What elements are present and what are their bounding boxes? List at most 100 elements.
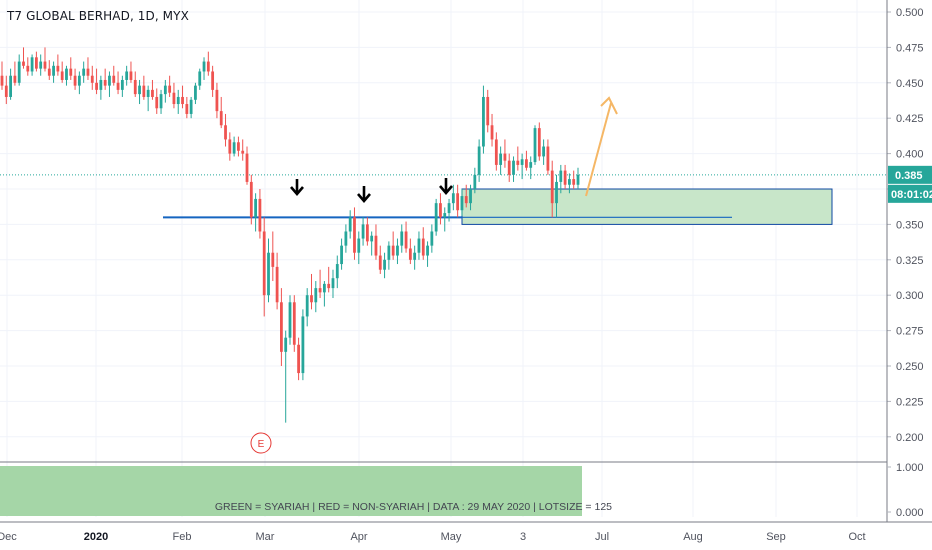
candle-body	[224, 125, 227, 140]
candle-body	[494, 139, 498, 165]
candle-down	[69, 57, 73, 80]
candle-body	[357, 238, 361, 253]
candle-up	[120, 75, 124, 97]
candle-body	[563, 170, 567, 185]
candle-body	[473, 174, 477, 189]
chart-title: T7 GLOBAL BERHAD, 1D, MYX	[7, 9, 189, 23]
candle-down	[262, 217, 266, 317]
candle-body	[477, 146, 481, 175]
candle-body	[146, 89, 150, 97]
candle-down	[22, 47, 25, 69]
candle-up	[413, 245, 417, 270]
candle-body	[408, 248, 412, 260]
candle-up	[189, 96, 193, 119]
candle-body	[439, 203, 442, 218]
candle-up	[576, 167, 580, 189]
candle-up	[499, 146, 503, 175]
candle-up	[125, 65, 129, 86]
candle-up	[451, 184, 455, 211]
candle-body	[95, 82, 98, 90]
candle-down	[275, 252, 279, 310]
candle-body	[348, 217, 352, 232]
candle-body	[396, 245, 399, 256]
x-tick-label: Oct	[848, 531, 865, 543]
candle-up	[163, 79, 167, 103]
candle-up	[370, 231, 374, 256]
candle-down	[378, 245, 382, 274]
grid	[0, 0, 887, 517]
candle-body	[572, 179, 576, 185]
candle-body	[99, 79, 103, 90]
candle-body	[0, 75, 4, 86]
candle-body	[176, 96, 180, 105]
candle-body	[387, 245, 391, 260]
candle-body	[391, 245, 395, 256]
candle-up	[194, 82, 197, 105]
candle-body	[129, 71, 133, 80]
candle-body	[499, 153, 503, 165]
candle-up	[533, 125, 537, 165]
candle-body	[550, 170, 554, 204]
candle-body	[185, 104, 189, 114]
syariah-bar	[0, 466, 582, 516]
candle-body	[65, 68, 68, 80]
candle-body	[374, 235, 378, 256]
candle-body	[73, 75, 77, 86]
candle-body	[297, 344, 300, 374]
candle-body	[142, 85, 146, 97]
candle-body	[555, 181, 558, 204]
down-arrow-icon	[439, 178, 453, 195]
candle-body	[125, 71, 129, 80]
candle-up	[39, 54, 43, 76]
earnings-marker: E	[250, 432, 272, 454]
candle-down	[271, 231, 275, 282]
candle-down	[490, 113, 494, 147]
price-tag-countdown: 08:01:02	[891, 189, 932, 201]
x-tick-label: Mar	[256, 531, 275, 543]
y-tick-label: 0.400	[896, 149, 924, 161]
candle-body	[464, 196, 468, 204]
candle-down	[516, 146, 520, 171]
candle-body	[60, 71, 64, 80]
x-tick-label: Aug	[683, 531, 703, 543]
down-arrow-icon	[357, 186, 371, 203]
candle-down	[133, 71, 137, 97]
candle-up	[65, 65, 68, 86]
candle-down	[280, 288, 283, 366]
candle-body	[486, 96, 490, 126]
candle-down	[245, 146, 249, 185]
candle-up	[559, 164, 563, 194]
candle-body	[56, 65, 60, 72]
candle-down	[228, 132, 232, 161]
candle-body	[576, 174, 580, 185]
candle-body	[133, 79, 137, 95]
candle-body	[288, 302, 292, 338]
candle-down	[292, 295, 296, 352]
candle-up	[426, 241, 429, 267]
candle-down	[4, 75, 8, 105]
candle-body	[215, 89, 219, 112]
candle-up	[512, 156, 515, 182]
x-tick-label: 2020	[84, 531, 108, 543]
candle-down	[503, 139, 507, 168]
candle-body	[245, 153, 249, 182]
candle-up	[529, 156, 533, 180]
candle-down	[90, 65, 94, 90]
candle-body	[39, 61, 43, 69]
candle-down	[103, 68, 107, 90]
candle-up	[267, 238, 270, 303]
candle-body	[211, 71, 215, 90]
candle-down	[73, 68, 77, 90]
candle-down	[572, 170, 576, 189]
candle-body	[378, 255, 382, 270]
candle-body	[163, 85, 167, 95]
x-tick-label: Jul	[595, 531, 609, 543]
candle-down	[241, 139, 245, 161]
candle-body	[327, 283, 331, 289]
candle-body	[228, 139, 232, 154]
candle-body	[559, 170, 563, 182]
candle-body	[400, 231, 404, 246]
candle-body	[322, 283, 326, 293]
candle-up	[284, 330, 288, 423]
